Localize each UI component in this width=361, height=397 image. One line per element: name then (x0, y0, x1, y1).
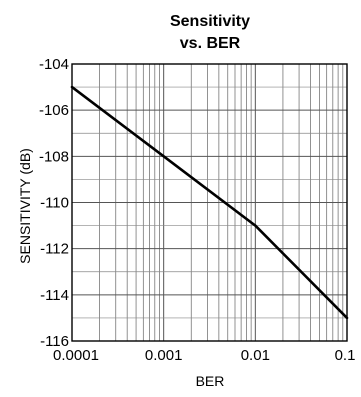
y-tick-label: -108 (39, 148, 69, 165)
x-tick-label: 0.0001 (53, 347, 99, 364)
y-tick-label: -104 (39, 56, 69, 73)
y-tick-label: -106 (39, 102, 69, 119)
x-axis-label: BER (196, 373, 225, 389)
y-tick-label: -114 (40, 287, 69, 304)
y-tick-label: -110 (40, 195, 69, 212)
series-line-0 (70, 85, 349, 320)
grid-lines (71, 63, 348, 342)
chart-title-line-1: Sensitivity (170, 13, 250, 30)
y-tick-label: -116 (40, 333, 69, 350)
tick-labels: 0.0001 0.001 0.01 0.1 -104 -106 -108 -110 -112 -1… (39, 56, 355, 364)
chart-title-line-2: vs. BER (180, 35, 241, 52)
plot-area (70, 85, 349, 320)
x-tick-label: 0.001 (145, 347, 183, 364)
x-tick-label: 0.1 (335, 347, 356, 364)
y-axis-label: SENSITIVITY (dB) (17, 148, 33, 264)
x-tick-label: 0.01 (241, 347, 270, 364)
plot-frame (71, 63, 348, 342)
y-tick-label: -112 (40, 241, 69, 258)
